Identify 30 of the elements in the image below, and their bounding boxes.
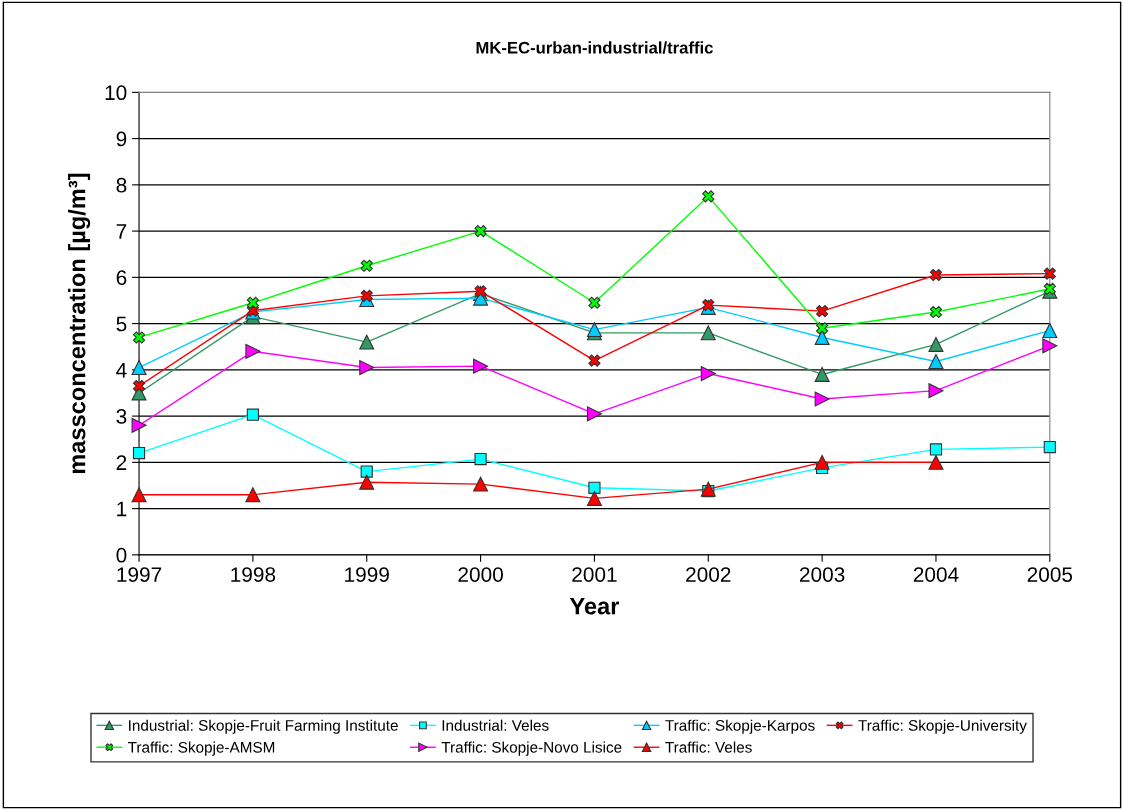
x-axis-title: Year <box>569 598 620 615</box>
legend-label: Industrial: Veles <box>442 719 549 731</box>
x-tick-label: 1997 <box>117 567 162 582</box>
legend-label: Traffic: Skopje-Novo Lisice <box>441 741 622 756</box>
x-tick-label: 1999 <box>345 567 389 582</box>
legend-label: Traffic: Veles <box>665 741 752 753</box>
y-tick-label: 9 <box>116 131 127 147</box>
x-tick-label: 2001 <box>572 567 617 582</box>
y-tick-label: 4 <box>116 363 127 378</box>
legend-label: Traffic: Skopje-Karpos <box>665 719 815 734</box>
y-tick-label: 8 <box>116 177 127 193</box>
x-tick-label: 2005 <box>1027 567 1073 582</box>
y-tick-label: 2 <box>116 455 127 470</box>
y-tick-label: 7 <box>116 224 127 239</box>
legend-label: Traffic: Skopje-University <box>858 719 1027 734</box>
x-tick-label: 1998 <box>231 567 276 582</box>
y-tick-label: 5 <box>116 316 127 332</box>
x-tick-label: 2003 <box>800 567 845 582</box>
y-tick-label: 1 <box>117 501 127 517</box>
legend-label: Traffic: Skopje-AMSM <box>127 741 275 756</box>
legend-label: Industrial: Skopje-Fruit Farming Institute <box>129 719 398 734</box>
y-tick-label: 3 <box>116 409 127 424</box>
x-tick-label: 2002 <box>686 567 731 582</box>
x-tick-label: 2000 <box>458 567 503 582</box>
y-axis-title: massconcentration [µg/m³] <box>68 173 91 474</box>
y-tick-label: 10 <box>105 85 127 101</box>
y-tick-label: 0 <box>116 547 127 563</box>
x-tick-label: 2004 <box>913 567 959 582</box>
y-tick-label: 6 <box>116 270 127 286</box>
chart-title: MK-EC-urban-industrial/traffic <box>476 41 713 54</box>
